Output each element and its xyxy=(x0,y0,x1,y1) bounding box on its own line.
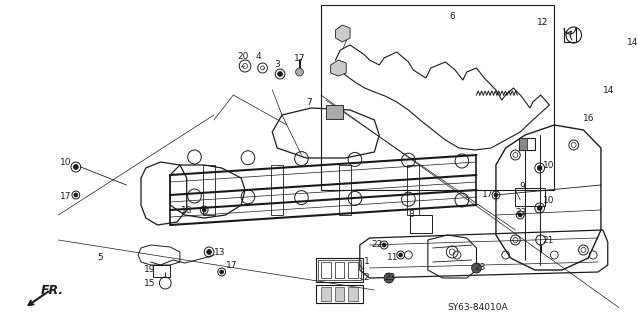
Circle shape xyxy=(399,253,403,257)
Text: 8: 8 xyxy=(408,210,414,219)
Text: 6: 6 xyxy=(449,12,455,20)
Bar xyxy=(515,188,545,206)
Bar xyxy=(318,260,361,280)
Text: 10: 10 xyxy=(543,196,554,204)
Bar xyxy=(316,285,362,303)
Text: 19: 19 xyxy=(144,266,155,275)
Text: 17: 17 xyxy=(294,53,305,62)
Bar xyxy=(340,165,351,215)
Circle shape xyxy=(203,208,206,212)
Circle shape xyxy=(384,273,394,283)
Text: 5: 5 xyxy=(97,253,103,262)
Bar xyxy=(326,105,343,119)
Text: 7: 7 xyxy=(306,98,312,107)
Text: 11: 11 xyxy=(387,252,399,261)
Text: 23: 23 xyxy=(515,207,527,217)
Text: 23: 23 xyxy=(384,274,396,283)
Text: 1: 1 xyxy=(364,258,369,267)
Text: 3: 3 xyxy=(274,60,280,68)
Text: 13: 13 xyxy=(214,247,225,257)
Text: 4: 4 xyxy=(255,52,261,60)
Bar xyxy=(321,287,331,301)
Circle shape xyxy=(73,164,78,170)
Text: 17: 17 xyxy=(482,189,494,198)
Bar xyxy=(408,165,419,215)
Bar xyxy=(321,5,554,190)
Bar xyxy=(410,215,432,233)
Text: 15: 15 xyxy=(144,278,155,287)
Bar xyxy=(153,265,170,277)
Bar xyxy=(334,262,344,278)
Text: 21: 21 xyxy=(543,236,554,244)
Circle shape xyxy=(471,263,482,273)
Bar xyxy=(519,138,527,150)
Bar xyxy=(519,138,535,150)
Circle shape xyxy=(494,193,498,197)
Circle shape xyxy=(74,193,78,197)
Text: SY63-84010A: SY63-84010A xyxy=(447,303,508,313)
Bar xyxy=(321,262,331,278)
Circle shape xyxy=(220,270,224,274)
Text: 10: 10 xyxy=(543,161,554,170)
Bar xyxy=(348,262,358,278)
Bar xyxy=(334,287,344,301)
Text: 23: 23 xyxy=(475,263,486,273)
Text: 9: 9 xyxy=(519,181,525,190)
Text: 20: 20 xyxy=(237,52,248,60)
Text: 10: 10 xyxy=(61,157,72,166)
Text: 14: 14 xyxy=(603,85,614,94)
Text: 17: 17 xyxy=(61,191,72,201)
Text: 2: 2 xyxy=(364,274,369,283)
Circle shape xyxy=(519,213,522,217)
Circle shape xyxy=(296,68,303,76)
Bar xyxy=(271,165,283,215)
Text: FR.: FR. xyxy=(41,284,64,297)
Circle shape xyxy=(537,205,542,211)
Bar xyxy=(316,258,362,282)
Text: 16: 16 xyxy=(583,114,595,123)
Text: 17: 17 xyxy=(225,260,237,269)
Text: 14: 14 xyxy=(627,37,637,46)
Polygon shape xyxy=(331,60,346,76)
Circle shape xyxy=(278,71,282,76)
Text: 12: 12 xyxy=(537,18,548,27)
Circle shape xyxy=(382,243,386,247)
Bar xyxy=(203,165,215,215)
Text: 18: 18 xyxy=(181,205,192,214)
Bar xyxy=(348,287,358,301)
Polygon shape xyxy=(336,25,350,42)
Text: 22: 22 xyxy=(371,239,383,249)
Circle shape xyxy=(206,250,211,254)
Circle shape xyxy=(537,165,542,171)
